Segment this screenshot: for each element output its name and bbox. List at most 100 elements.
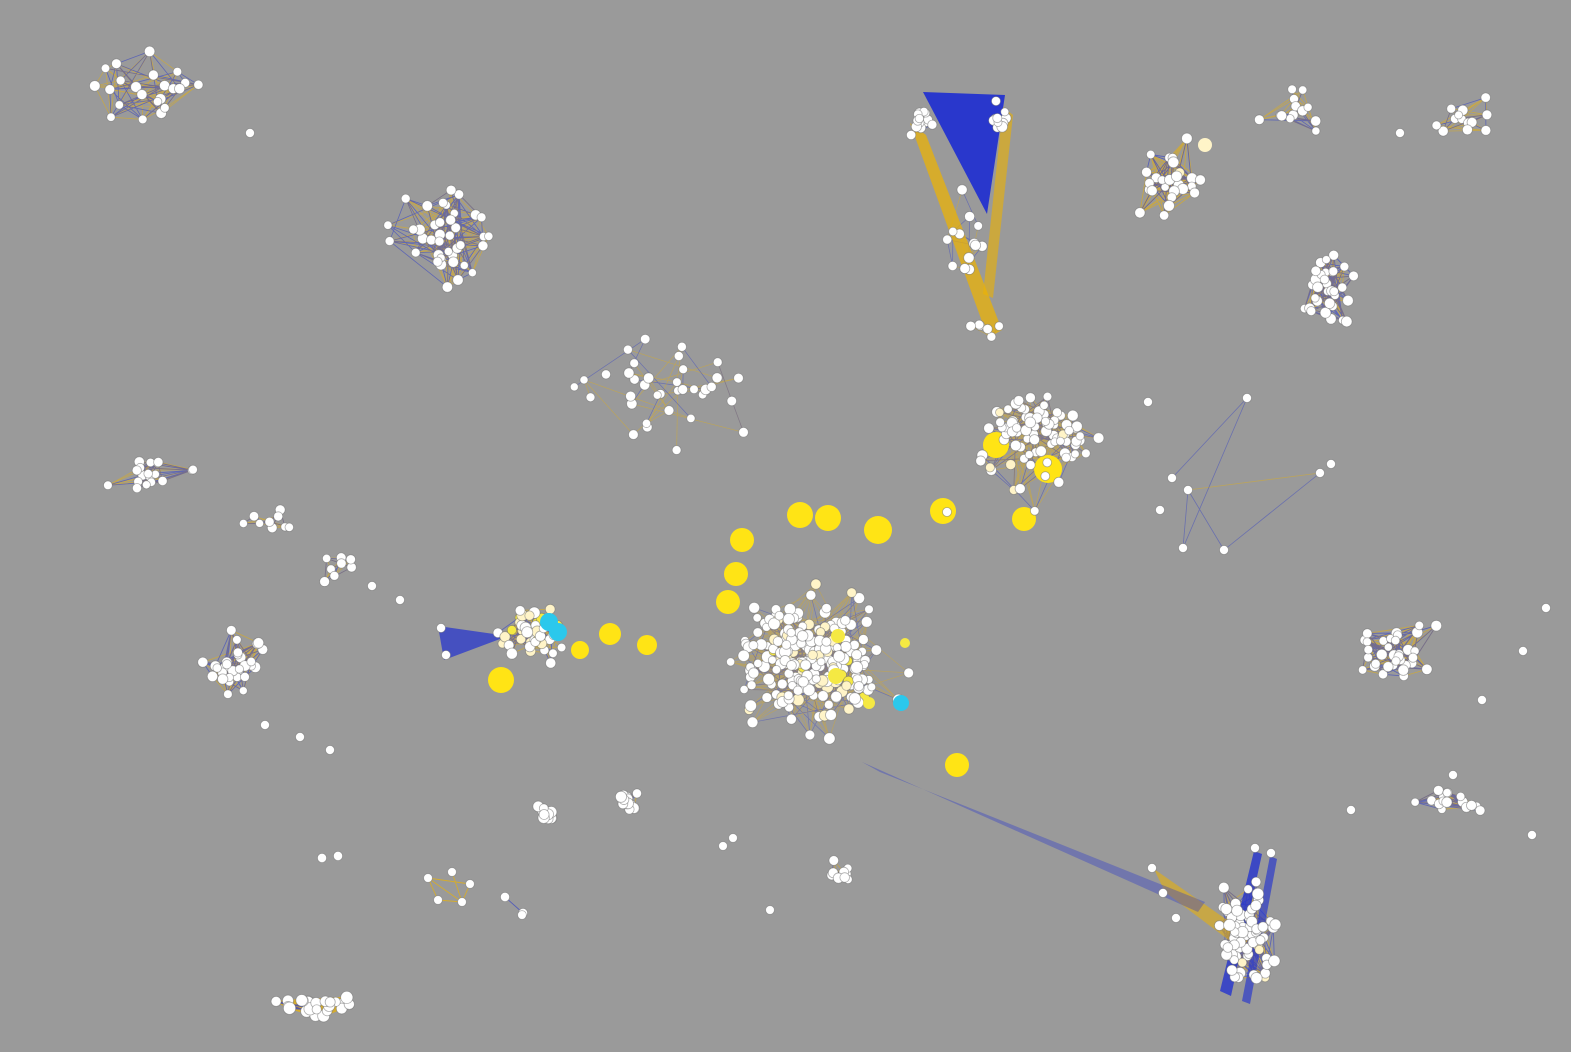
graph-node[interactable] bbox=[807, 649, 818, 661]
graph-node[interactable] bbox=[447, 256, 459, 268]
graph-node[interactable] bbox=[992, 113, 1003, 124]
graph-node-node[interactable] bbox=[942, 507, 952, 517]
graph-node[interactable] bbox=[1250, 899, 1262, 912]
graph-node[interactable] bbox=[748, 667, 760, 679]
graph-node[interactable] bbox=[969, 239, 982, 251]
graph-node[interactable] bbox=[776, 678, 788, 690]
graph-node[interactable] bbox=[1433, 785, 1444, 796]
graph-node[interactable] bbox=[1155, 505, 1165, 515]
graph-node[interactable] bbox=[174, 83, 186, 95]
graph-node[interactable] bbox=[421, 200, 433, 212]
graph-node[interactable] bbox=[839, 872, 850, 883]
graph-node[interactable] bbox=[137, 114, 148, 125]
graph-node[interactable] bbox=[786, 660, 797, 671]
graph-node[interactable] bbox=[1319, 306, 1332, 319]
graph-node[interactable] bbox=[1363, 644, 1374, 655]
graph-node[interactable] bbox=[848, 692, 862, 705]
graph-node[interactable] bbox=[767, 617, 781, 631]
graph-node[interactable] bbox=[870, 644, 883, 656]
graph-node[interactable] bbox=[706, 381, 717, 392]
graph-node[interactable] bbox=[975, 455, 987, 467]
graph-node[interactable] bbox=[1052, 407, 1063, 418]
graph-node[interactable] bbox=[676, 341, 687, 352]
graph-node[interactable] bbox=[927, 119, 938, 130]
graph-node[interactable] bbox=[1357, 665, 1368, 675]
graph-node[interactable] bbox=[850, 661, 864, 674]
graph-node[interactable] bbox=[324, 996, 336, 1008]
graph-node[interactable] bbox=[441, 281, 454, 293]
graph-node[interactable] bbox=[629, 358, 639, 368]
graph-node[interactable] bbox=[746, 680, 757, 691]
graph-node[interactable] bbox=[1214, 920, 1225, 931]
graph-node[interactable] bbox=[395, 595, 405, 605]
graph-node[interactable] bbox=[1337, 282, 1348, 293]
graph-node[interactable] bbox=[136, 89, 148, 100]
graph-node[interactable] bbox=[1243, 884, 1253, 894]
graph-node[interactable] bbox=[1167, 156, 1180, 169]
graph-node[interactable] bbox=[521, 626, 534, 639]
graph-node[interactable] bbox=[739, 684, 749, 695]
graph-node[interactable] bbox=[329, 570, 340, 581]
graph-node[interactable] bbox=[1430, 619, 1443, 632]
graph-node[interactable] bbox=[623, 367, 635, 379]
graph-node[interactable] bbox=[383, 220, 393, 230]
graph-node[interactable] bbox=[1011, 423, 1022, 433]
graph-node[interactable] bbox=[197, 656, 209, 668]
graph-node[interactable] bbox=[217, 673, 229, 685]
graph-node[interactable] bbox=[1397, 664, 1410, 676]
graph-node[interactable] bbox=[632, 788, 642, 799]
graph-hub-node[interactable] bbox=[599, 623, 621, 645]
graph-node[interactable] bbox=[601, 369, 611, 380]
graph-node[interactable] bbox=[1383, 642, 1393, 652]
graph-node[interactable] bbox=[538, 809, 550, 820]
graph-node[interactable] bbox=[746, 716, 759, 729]
graph-node[interactable] bbox=[556, 642, 567, 653]
graph-node[interactable] bbox=[336, 558, 347, 569]
graph-node[interactable] bbox=[853, 681, 865, 692]
graph-node[interactable] bbox=[453, 189, 465, 200]
graph-node[interactable] bbox=[1329, 286, 1339, 297]
graph-node[interactable] bbox=[1040, 416, 1051, 426]
graph-node[interactable] bbox=[673, 351, 684, 362]
graph-node[interactable] bbox=[325, 745, 335, 755]
graph-node[interactable] bbox=[1527, 830, 1537, 840]
graph-node[interactable] bbox=[1143, 397, 1153, 407]
graph-node[interactable] bbox=[781, 639, 792, 650]
graph-node[interactable] bbox=[465, 879, 475, 889]
graph-node[interactable] bbox=[238, 686, 248, 696]
graph-node[interactable] bbox=[1370, 658, 1381, 669]
graph-node[interactable] bbox=[1390, 635, 1401, 646]
graph-node[interactable] bbox=[450, 222, 461, 234]
graph-node[interactable] bbox=[858, 634, 869, 645]
graph-node[interactable] bbox=[432, 256, 443, 267]
graph-node[interactable] bbox=[282, 1001, 297, 1015]
graph-node[interactable] bbox=[1414, 620, 1425, 631]
graph-node[interactable] bbox=[1218, 881, 1230, 894]
graph-node[interactable] bbox=[1250, 843, 1260, 853]
graph-node[interactable] bbox=[991, 96, 1001, 107]
graph-node[interactable] bbox=[982, 323, 993, 335]
graph-node[interactable] bbox=[1268, 954, 1281, 968]
graph-node[interactable] bbox=[245, 128, 255, 138]
graph-node[interactable] bbox=[816, 657, 826, 667]
graph-node[interactable] bbox=[284, 522, 294, 532]
graph-node[interactable] bbox=[1518, 646, 1528, 656]
graph-node[interactable] bbox=[804, 729, 816, 741]
graph-node[interactable] bbox=[846, 587, 857, 598]
graph-node[interactable] bbox=[1395, 128, 1405, 138]
graph-node[interactable] bbox=[1134, 207, 1146, 219]
graph-node[interactable] bbox=[821, 636, 832, 647]
graph-hub-node[interactable] bbox=[724, 562, 748, 586]
graph-node[interactable] bbox=[443, 246, 453, 257]
graph-node[interactable] bbox=[995, 407, 1005, 417]
graph-node[interactable] bbox=[765, 905, 775, 915]
graph-node[interactable] bbox=[1183, 485, 1193, 495]
graph-node[interactable] bbox=[1167, 473, 1177, 483]
graph-node[interactable] bbox=[114, 100, 124, 110]
graph-hub-node[interactable] bbox=[815, 505, 841, 531]
graph-node[interactable] bbox=[340, 990, 354, 1004]
graph-node[interactable] bbox=[840, 640, 852, 653]
graph-node[interactable] bbox=[752, 627, 763, 638]
graph-node[interactable] bbox=[316, 853, 327, 864]
graph-node[interactable] bbox=[1346, 805, 1356, 815]
